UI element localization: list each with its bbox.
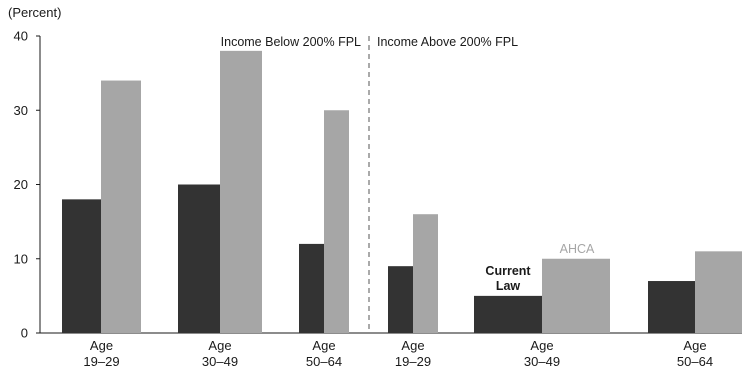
y-axis: 0 10 20 30 40: [14, 29, 742, 341]
bars: [62, 50, 742, 333]
x-category-label: 30–49: [202, 354, 238, 369]
group-label-below: Income Below 200% FPL: [221, 35, 361, 49]
x-axis-labels: Age19–29Age30–49Age50–64Age19–29Age30–49…: [83, 338, 713, 369]
bar-current-law: [299, 243, 324, 333]
x-category-label: Age: [401, 338, 424, 353]
x-category-label: 50–64: [306, 354, 342, 369]
y-unit-label: (Percent): [8, 5, 61, 20]
bar-ahca: [695, 251, 742, 333]
y-tick-label: 40: [14, 29, 28, 44]
bar-ahca: [220, 50, 262, 333]
x-category-label: 19–29: [83, 354, 119, 369]
series-label-current-law-2: Law: [496, 279, 521, 293]
y-tick-label: 0: [21, 326, 28, 341]
x-category-label: Age: [312, 338, 335, 353]
bar-ahca: [324, 110, 349, 333]
y-tick-label: 20: [14, 177, 28, 192]
x-category-label: 30–49: [524, 354, 560, 369]
x-category-label: Age: [683, 338, 706, 353]
bar-ahca: [101, 80, 141, 333]
x-category-label: 19–29: [395, 354, 431, 369]
bar-current-law: [474, 295, 542, 333]
bar-ahca: [413, 214, 438, 333]
bar-current-law: [388, 266, 413, 333]
x-category-label: Age: [530, 338, 553, 353]
x-category-label: Age: [90, 338, 113, 353]
series-label-ahca: AHCA: [560, 242, 595, 256]
series-label-current-law-1: Current: [485, 264, 531, 278]
x-category-label: Age: [208, 338, 231, 353]
group-label-above: Income Above 200% FPL: [377, 35, 518, 49]
y-tick-label: 30: [14, 103, 28, 118]
bar-current-law: [178, 184, 220, 333]
x-category-label: 50–64: [677, 354, 713, 369]
bar-current-law: [62, 199, 101, 333]
y-tick-label: 10: [14, 251, 28, 266]
bar-current-law: [648, 281, 695, 333]
bar-ahca: [542, 258, 610, 333]
